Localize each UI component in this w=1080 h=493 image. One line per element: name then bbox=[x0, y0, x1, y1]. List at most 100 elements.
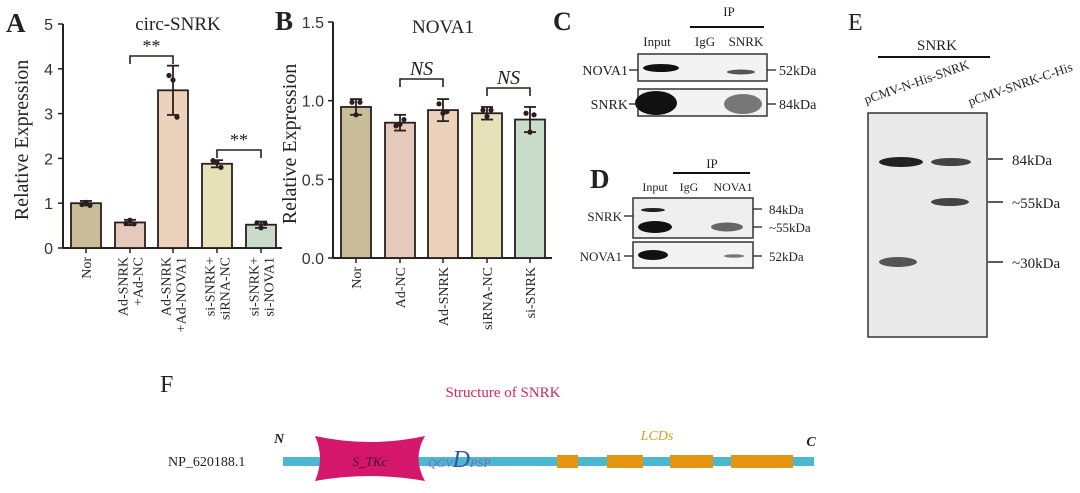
y-tick-label: 1.5 bbox=[302, 15, 324, 32]
protein-backbone bbox=[283, 457, 814, 466]
marker-label: ~55kDa bbox=[769, 220, 811, 235]
data-point bbox=[488, 107, 494, 113]
data-point bbox=[436, 101, 442, 107]
y-tick-label: 0 bbox=[44, 241, 53, 258]
band bbox=[727, 69, 755, 75]
x-tick-label: si-NOVA1 bbox=[263, 257, 278, 317]
band bbox=[931, 158, 971, 166]
y-tick-label: 3 bbox=[44, 107, 53, 124]
x-tick-label: +Ad-NC bbox=[132, 257, 147, 306]
blot-header: SNRK bbox=[917, 38, 957, 54]
lcd-region bbox=[731, 455, 793, 468]
x-tick-label: Nor bbox=[350, 267, 365, 289]
panel-label-b: B bbox=[275, 6, 293, 36]
lcd-region bbox=[557, 455, 578, 468]
significance-label: ** bbox=[143, 36, 161, 56]
chart-title: NOVA1 bbox=[412, 17, 474, 38]
panel-label-c: C bbox=[553, 7, 572, 36]
data-point bbox=[210, 158, 216, 164]
data-point bbox=[214, 160, 220, 166]
marker-label: 52kDa bbox=[779, 64, 817, 79]
x-tick-label: si-SNRK+ bbox=[204, 257, 219, 316]
x-tick-label: Ad-NC bbox=[394, 267, 409, 308]
lcd-label: LCDs bbox=[640, 429, 674, 444]
bar bbox=[471, 112, 503, 259]
band bbox=[638, 221, 672, 233]
data-point bbox=[170, 77, 176, 83]
y-axis-label: Relative Expression bbox=[279, 64, 301, 225]
significance-bracket bbox=[216, 149, 262, 158]
band bbox=[879, 157, 923, 167]
n-terminus-label: N bbox=[273, 432, 285, 447]
row-label: SNRK bbox=[591, 98, 628, 113]
data-point bbox=[218, 164, 224, 170]
significance-label: ** bbox=[230, 130, 248, 150]
lane-label: Input bbox=[642, 180, 668, 194]
panel-label-e: E bbox=[848, 10, 863, 36]
band bbox=[641, 208, 665, 212]
blot-box bbox=[867, 112, 988, 338]
marker-label: ~30kDa bbox=[1012, 256, 1060, 272]
x-tick-label: siRNA-NC bbox=[219, 257, 234, 320]
y-axis-label: Relative Expression bbox=[11, 60, 33, 221]
y-tick-label: 5 bbox=[44, 17, 53, 34]
x-tick-label: +Ad-NOVA1 bbox=[175, 257, 190, 332]
band bbox=[711, 222, 743, 232]
data-point bbox=[480, 107, 486, 113]
bar bbox=[340, 106, 372, 259]
band bbox=[879, 257, 917, 267]
row-label: SNRK bbox=[587, 209, 622, 224]
y-tick-label: 0.0 bbox=[302, 251, 324, 268]
lane-label: Input bbox=[643, 34, 671, 49]
structure-title: Structure of SNRK bbox=[446, 385, 561, 401]
chart-b: NOVA1 Relative Expression 0.0 0.5 1.0 1.5 Nor A… bbox=[279, 15, 552, 330]
x-tick-label: Nor bbox=[80, 257, 95, 279]
significance-bracket bbox=[129, 55, 174, 64]
y-tick-label: 2 bbox=[44, 151, 53, 168]
data-point bbox=[79, 201, 85, 208]
x-tick-label: Ad-SNRK bbox=[160, 257, 175, 316]
data-point bbox=[349, 99, 355, 105]
panel-label-a: A bbox=[6, 8, 26, 38]
row-label: NOVA1 bbox=[580, 249, 622, 264]
data-point bbox=[258, 225, 264, 231]
data-point bbox=[174, 114, 180, 120]
data-point bbox=[123, 220, 129, 226]
x-tick-label: Ad-SNRK bbox=[117, 257, 132, 316]
significance-bracket bbox=[399, 78, 444, 87]
lane-label: IgG bbox=[695, 34, 715, 49]
marker-label: ~55kDa bbox=[1012, 196, 1060, 212]
ip-label: IP bbox=[706, 156, 718, 171]
bar bbox=[384, 121, 416, 259]
marker-label: 52kDa bbox=[769, 249, 804, 264]
protein-id: NP_620188.1 bbox=[168, 455, 245, 470]
lane-label: IgG bbox=[680, 180, 699, 194]
marker-label: 84kDa bbox=[1012, 153, 1052, 169]
band bbox=[931, 198, 969, 206]
motif-label: QGVDPSP bbox=[428, 447, 491, 473]
band bbox=[638, 250, 668, 260]
significance-bracket bbox=[486, 87, 531, 96]
bar bbox=[114, 221, 146, 249]
ip-label: IP bbox=[723, 4, 735, 19]
bar bbox=[201, 162, 233, 249]
y-tick-label: 4 bbox=[44, 62, 53, 79]
x-tick-label: Ad-SNRK bbox=[437, 267, 452, 326]
data-point bbox=[131, 221, 137, 227]
data-point bbox=[393, 123, 399, 129]
bar bbox=[70, 202, 102, 249]
band bbox=[724, 254, 744, 258]
data-point bbox=[440, 110, 446, 116]
row-label: NOVA1 bbox=[582, 64, 628, 79]
lane-label: NOVA1 bbox=[713, 180, 752, 194]
lane-label: pCMV-N-His-SNRK bbox=[862, 57, 972, 107]
c-terminus-label: C bbox=[806, 435, 816, 450]
data-point bbox=[127, 217, 133, 223]
data-point bbox=[444, 109, 450, 115]
x-tick-label: siRNA-NC bbox=[481, 267, 496, 330]
data-point bbox=[87, 202, 93, 209]
marker-label: 84kDa bbox=[769, 202, 804, 217]
data-point bbox=[262, 220, 268, 226]
